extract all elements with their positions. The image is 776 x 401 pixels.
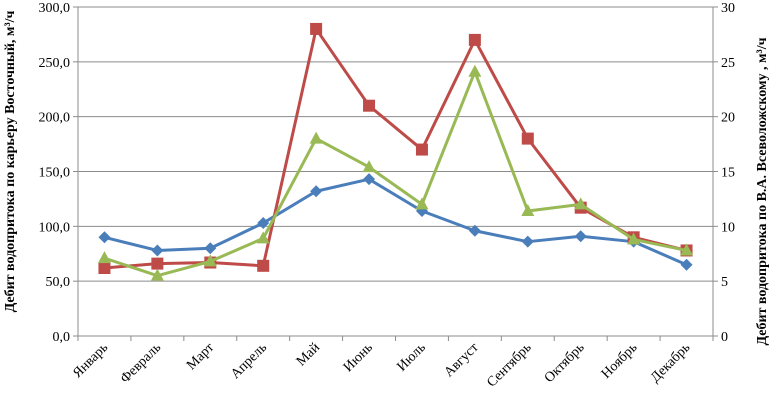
y-tick-label-left: 100,0 bbox=[39, 220, 71, 235]
y-tick-label-left: 150,0 bbox=[39, 166, 71, 181]
y-tick-label-right: 5 bbox=[721, 275, 728, 290]
tick-labels: 0,0 0 50,0 5 100,0 10 150,0 15 200,0 20 250,0 25 300… bbox=[39, 1, 736, 391]
axes bbox=[73, 6, 718, 341]
data-point-square bbox=[98, 262, 111, 275]
data-point-triangle bbox=[627, 232, 641, 245]
data-point-triangle bbox=[362, 160, 376, 173]
y-axis-right-title: Дебит водопритока по В.А. Всеволожскому … bbox=[755, 37, 770, 345]
series-line bbox=[103, 70, 687, 278]
y-tick-label-left: 200,0 bbox=[39, 111, 71, 126]
data-point-square bbox=[521, 132, 534, 145]
x-tick-label: Июнь bbox=[341, 340, 376, 375]
data-point-triangle bbox=[415, 197, 429, 210]
data-point-triangle bbox=[256, 231, 270, 244]
data-point-square bbox=[363, 99, 376, 112]
data-point-triangle bbox=[574, 197, 588, 210]
data-point-square bbox=[415, 143, 428, 156]
data-point-square bbox=[468, 33, 481, 46]
data-point-diamond bbox=[151, 244, 164, 257]
x-tick-label: Сентябрь bbox=[484, 340, 534, 390]
x-tick-label: Май bbox=[294, 340, 323, 369]
y-tick-label-right: 30 bbox=[721, 1, 735, 16]
gridlines bbox=[78, 6, 713, 337]
x-tick-label: Декабрь bbox=[648, 340, 693, 385]
data-point-diamond bbox=[310, 185, 323, 198]
data-point-diamond bbox=[680, 258, 693, 271]
data-point-triangle bbox=[203, 254, 217, 267]
y-axis-left-title: Дебит водопритока по карьеру Восточный, … bbox=[3, 10, 18, 312]
y-tick-label-right: 10 bbox=[721, 220, 735, 235]
data-point-diamond bbox=[257, 217, 270, 230]
series-triangle bbox=[97, 64, 694, 281]
data-point-triangle bbox=[680, 243, 694, 256]
x-tick-label: Февраль bbox=[118, 340, 164, 386]
data-point-square bbox=[257, 259, 270, 272]
data-point-triangle bbox=[97, 251, 111, 264]
x-tick-label: Январь bbox=[70, 340, 111, 381]
x-tick-label: Июль bbox=[394, 340, 428, 374]
series-group bbox=[97, 22, 694, 281]
data-point-square bbox=[151, 257, 164, 270]
data-point-square bbox=[310, 22, 323, 35]
x-tick-label: Октябрь bbox=[542, 340, 588, 386]
series-square bbox=[98, 22, 693, 275]
y-tick-label-right: 25 bbox=[721, 56, 735, 71]
data-point-triangle bbox=[309, 131, 323, 144]
y-tick-label-right: 0 bbox=[721, 330, 728, 345]
y-tick-label-right: 20 bbox=[721, 111, 735, 126]
data-point-diamond bbox=[204, 242, 217, 255]
x-tick-label: Март bbox=[184, 340, 217, 373]
y-tick-label-left: 0,0 bbox=[53, 330, 71, 345]
data-point-triangle bbox=[468, 64, 482, 77]
x-tick-label: Ноябрь bbox=[599, 340, 641, 382]
data-point-diamond bbox=[468, 224, 481, 237]
y-tick-label-left: 250,0 bbox=[39, 56, 71, 71]
y-tick-label-right: 15 bbox=[721, 166, 735, 181]
data-point-triangle bbox=[150, 268, 164, 281]
y-tick-label-left: 50,0 bbox=[46, 275, 71, 290]
series-diamond bbox=[98, 173, 693, 271]
series-line bbox=[104, 177, 688, 267]
data-point-diamond bbox=[98, 231, 111, 244]
data-point-triangle bbox=[521, 203, 535, 216]
data-point-diamond bbox=[363, 173, 376, 186]
y-tick-label-left: 300,0 bbox=[39, 1, 71, 16]
data-point-diamond bbox=[574, 230, 587, 243]
x-tick-label: Апрель bbox=[228, 340, 270, 382]
x-tick-label: Август bbox=[442, 340, 482, 380]
data-point-diamond bbox=[521, 235, 534, 248]
series-line bbox=[104, 27, 687, 270]
